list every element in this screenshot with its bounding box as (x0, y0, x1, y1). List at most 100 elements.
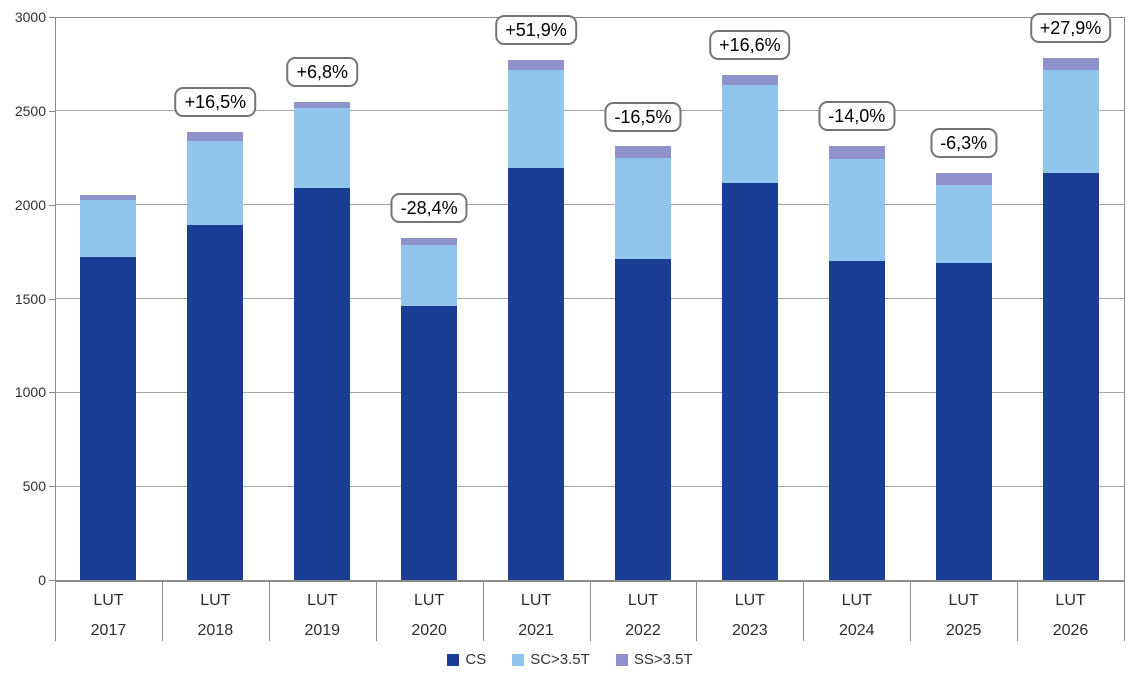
bar-segment-sc35t (828, 158, 885, 261)
gridline (55, 204, 1124, 206)
x-tick-label-line2: 2021 (518, 622, 554, 639)
bar-segment-cs (614, 259, 671, 580)
bar-segment-ss35t (721, 75, 778, 86)
y-tick-mark (49, 110, 55, 112)
bar-segment-ss35t (614, 146, 671, 158)
y-tick-mark (49, 17, 55, 18)
bar-segment-sc35t (935, 184, 992, 263)
bar-segment-ss35t (187, 132, 244, 141)
x-tick-label-line1: LUT (414, 592, 445, 609)
bar-segment-ss35t (401, 237, 458, 245)
x-tick-label-line2: 2022 (625, 622, 661, 639)
x-tick-label-line1: LUT (93, 592, 124, 609)
x-tick-label-line1: LUT (734, 592, 765, 609)
category-separator (268, 582, 270, 641)
y-tick-label: 2500 (14, 102, 46, 119)
bar-segment-sc35t (1042, 70, 1099, 173)
bar-segment-cs (1042, 172, 1099, 580)
bar-segment-cs (721, 183, 778, 580)
x-axis-line (55, 580, 1125, 582)
bar-segment-sc35t (401, 245, 458, 306)
y-tick-label: 500 (22, 478, 46, 495)
bar-segment-sc35t (614, 157, 671, 260)
bar-segment-cs (401, 306, 458, 580)
x-tick-label-line1: LUT (1055, 592, 1086, 609)
legend-swatch (615, 653, 628, 666)
percent-change-label: -6,3% (930, 127, 998, 158)
plot-right-border (1124, 17, 1125, 641)
y-tick-label: 1000 (14, 384, 46, 401)
y-tick-mark (49, 204, 55, 206)
x-tick-label-line1: LUT (307, 592, 338, 609)
bar-segment-cs (294, 187, 351, 580)
percent-change-label: -28,4% (390, 192, 468, 223)
bar-segment-sc35t (80, 199, 137, 258)
x-tick-label-line1: LUT (520, 592, 552, 609)
x-tick-label-line2: 2024 (838, 622, 875, 639)
percent-change-label: +51,9% (495, 15, 577, 46)
bar-segment-cs (935, 262, 992, 580)
gridline (55, 391, 1124, 393)
bar-segment-ss35t (935, 172, 992, 185)
x-tick-label-line1: LUT (627, 592, 659, 609)
x-tick-label-line2: 2026 (1052, 622, 1089, 639)
category-separator (482, 582, 484, 641)
legend-item: SS>3.5T (615, 651, 693, 668)
y-tick-label: 1500 (14, 290, 46, 307)
y-tick-mark (49, 486, 55, 488)
x-tick-label-line2: 2023 (732, 622, 768, 639)
x-tick-label-line1: LUT (841, 592, 872, 609)
bar-segment-ss35t (294, 102, 351, 108)
legend: CS SC>3.5T SS>3.5T (0, 651, 1140, 668)
plot-top-border (55, 17, 1124, 18)
legend-swatch (447, 653, 460, 666)
category-separator (589, 582, 591, 641)
bar-segment-cs (828, 260, 885, 580)
bar-segment-cs (187, 225, 244, 580)
percent-change-label: +6,8% (286, 57, 359, 88)
bar-segment-sc35t (508, 70, 565, 169)
legend-label: CS (465, 651, 487, 668)
legend-item: CS (447, 651, 486, 668)
y-tick-label: 3000 (14, 9, 46, 25)
x-tick-label-line2: 2017 (90, 622, 127, 639)
y-tick-mark (49, 392, 55, 394)
gridline (55, 110, 1124, 112)
bar-segment-ss35t (1042, 58, 1099, 71)
bar-segment-ss35t (80, 195, 137, 200)
legend-item: SC>3.5T (512, 651, 590, 668)
category-separator (161, 582, 163, 641)
y-tick-mark (49, 580, 55, 581)
bar-segment-ss35t (828, 145, 885, 159)
percent-change-label: +16,6% (709, 30, 791, 61)
percent-change-label: +16,5% (174, 87, 257, 118)
x-tick-label-line2: 2020 (411, 622, 447, 639)
y-tick-label: 0 (38, 572, 46, 588)
bar-segment-ss35t (508, 60, 565, 71)
y-axis-line (55, 17, 56, 641)
gridline (55, 298, 1124, 299)
legend-label: SC>3.5T (530, 651, 590, 668)
bar-segment-cs (80, 257, 137, 580)
legend-swatch (512, 653, 525, 666)
percent-change-label: +27,9% (1029, 13, 1112, 44)
y-tick-mark (49, 298, 55, 300)
bar-segment-sc35t (294, 108, 351, 188)
category-separator (375, 582, 377, 641)
percent-change-label: -16,5% (604, 101, 682, 132)
x-tick-label-line1: LUT (200, 592, 231, 609)
category-separator (1017, 582, 1019, 641)
category-separator (696, 582, 698, 641)
category-separator (803, 582, 805, 641)
x-tick-label-line2: 2019 (304, 622, 341, 639)
category-separator (910, 582, 912, 641)
x-tick-label-line2: 2018 (197, 622, 234, 639)
bar-segment-cs (508, 168, 565, 580)
x-tick-label-line1: LUT (948, 592, 979, 609)
legend-label: SS>3.5T (633, 651, 693, 668)
bar-segment-sc35t (721, 85, 778, 184)
gridline (55, 485, 1124, 487)
percent-change-label: -14,0% (818, 100, 896, 131)
x-tick-label-line2: 2025 (945, 622, 982, 639)
